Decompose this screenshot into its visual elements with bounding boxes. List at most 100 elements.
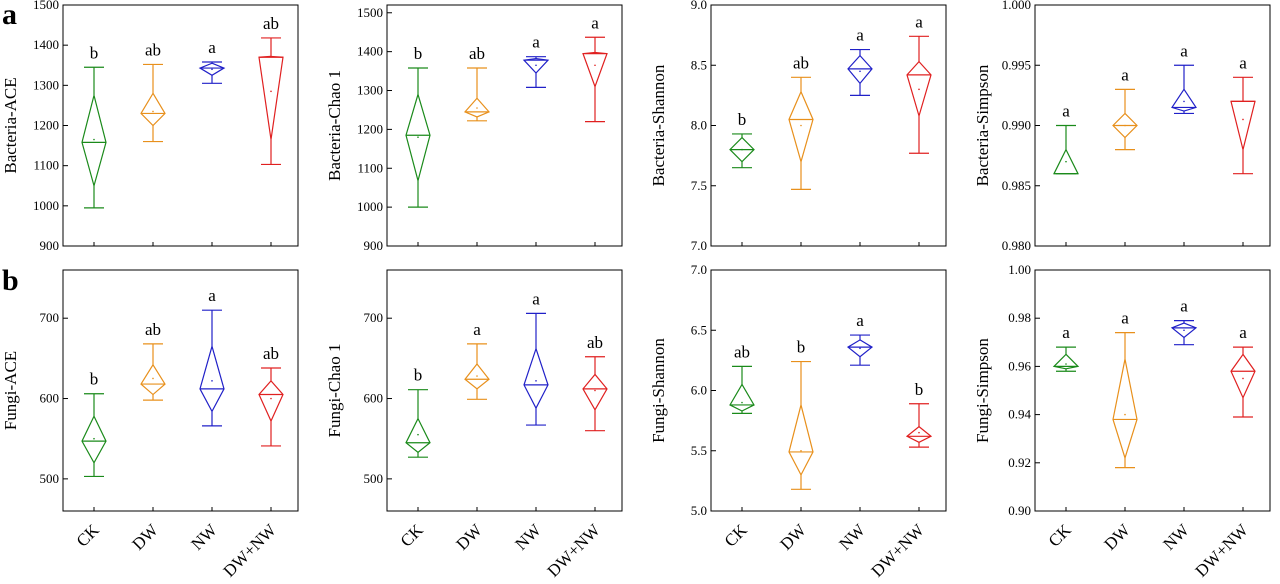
plot-frame [1034,269,1271,512]
significance-label: b [915,380,924,399]
significance-label: a [208,286,216,305]
mean-marker [1124,413,1126,416]
box-body [1112,359,1138,460]
significance-label: ab [263,14,279,33]
box-body [729,383,755,412]
category-label: NW [1159,520,1193,554]
chart-panel-5: 500 600 700 Fungi-Chao 1 b CK a DW a NW ab DW+NW [325,269,623,581]
box-body [81,95,107,189]
significance-label: ab [734,342,750,361]
box-body [729,136,755,163]
significance-label: a [532,33,540,52]
y-tick-label: 1000 [357,199,383,214]
box-CK: a [1052,323,1080,372]
mean-marker [1065,160,1067,163]
y-tick-label: 600 [364,391,384,406]
box-body [523,346,549,410]
significance-label: a [915,12,923,31]
y-axis-label: Bacteria-Chao 1 [325,70,344,181]
significance-label: ab [469,44,485,63]
y-tick-label: 0.96 [1008,358,1031,373]
box-DW: a [464,320,490,400]
category-label: DW [776,520,810,554]
category-label: DW+NW [220,520,281,581]
box-CK: b [729,110,755,169]
mean-marker [859,70,861,73]
panel-label-a: a [2,0,17,31]
significance-label: a [1121,309,1129,328]
significance-label: ab [587,333,603,352]
mean-marker [594,64,596,67]
box-body [81,414,107,465]
box-NW: a [1170,297,1198,346]
y-tick-label: 0.92 [1008,455,1031,470]
y-axis-label: Fungi-Simpson [973,338,992,443]
box-DW+NW: a [1230,323,1256,418]
mean-marker [152,377,154,380]
y-tick-label: 0.985 [1002,178,1031,193]
mean-marker [918,431,920,434]
y-tick-label: 700 [364,310,384,325]
significance-label: a [1062,102,1070,121]
box-DW: b [788,338,814,490]
box-DW+NW: a [906,12,932,154]
mean-marker [476,107,478,109]
significance-label: b [797,338,806,357]
category-label: DW [128,520,162,554]
box-NW: a [523,289,549,426]
chart-panel-7: 0.90 0.92 0.94 0.96 0.98 1.00 Fungi-Simpson a CK… [973,262,1271,581]
y-axis-label: Fungi-Shannon [649,338,668,443]
mean-marker [535,380,537,382]
box-body [1052,353,1080,370]
box-DW: a [1112,65,1138,151]
panel-label-b: b [2,264,19,297]
box-body [1170,322,1198,339]
mean-marker [270,90,272,93]
mean-marker [741,401,743,404]
significance-label: a [856,26,864,45]
mean-marker [594,389,596,392]
box-body [140,92,166,127]
y-tick-label: 900 [364,238,384,253]
box-body [1230,353,1256,400]
y-tick-label: 1200 [33,118,59,133]
y-tick-label: 1400 [33,37,59,52]
box-CK: b [81,370,107,478]
box-NW: a [198,38,226,84]
box-body [463,97,491,118]
significance-label: a [208,38,216,57]
box-DW+NW: ab [258,344,284,447]
significance-label: a [1062,323,1070,342]
box-NW: a [847,26,873,96]
significance-label: a [1180,41,1188,60]
y-axis-label: Fungi-Chao 1 [325,344,344,438]
y-tick-label: 500 [40,471,60,486]
significance-label: ab [263,344,279,363]
y-tick-label: 1.00 [1008,262,1031,277]
y-tick-label: 1300 [357,83,383,98]
box-body [258,379,284,423]
box-CK: a [1053,102,1079,175]
mean-marker [476,375,478,377]
significance-label: ab [793,53,809,72]
box-body [405,417,431,454]
box-body [847,54,873,85]
box-DW: ab [140,320,166,401]
plot-frame [62,269,299,512]
mean-marker [1242,118,1244,121]
category-label: CK [73,520,104,551]
chart-panel-6: 5.0 5.5 6.0 6.5 7.0 Fungi-Shannon ab CK b DW a NW b D… [649,262,947,581]
y-axis-label: Bacteria-Shannon [649,64,668,186]
box-NW: a [1171,41,1197,115]
mean-marker [93,437,95,440]
y-axis-label: Bacteria-ACE [1,77,20,173]
significance-label: a [1121,65,1129,84]
box-DW: ab [140,40,166,143]
box-body [464,363,490,390]
significance-label: a [532,289,540,308]
mean-marker [417,433,419,436]
box-body [582,51,608,89]
y-tick-label: 8.0 [691,118,707,133]
